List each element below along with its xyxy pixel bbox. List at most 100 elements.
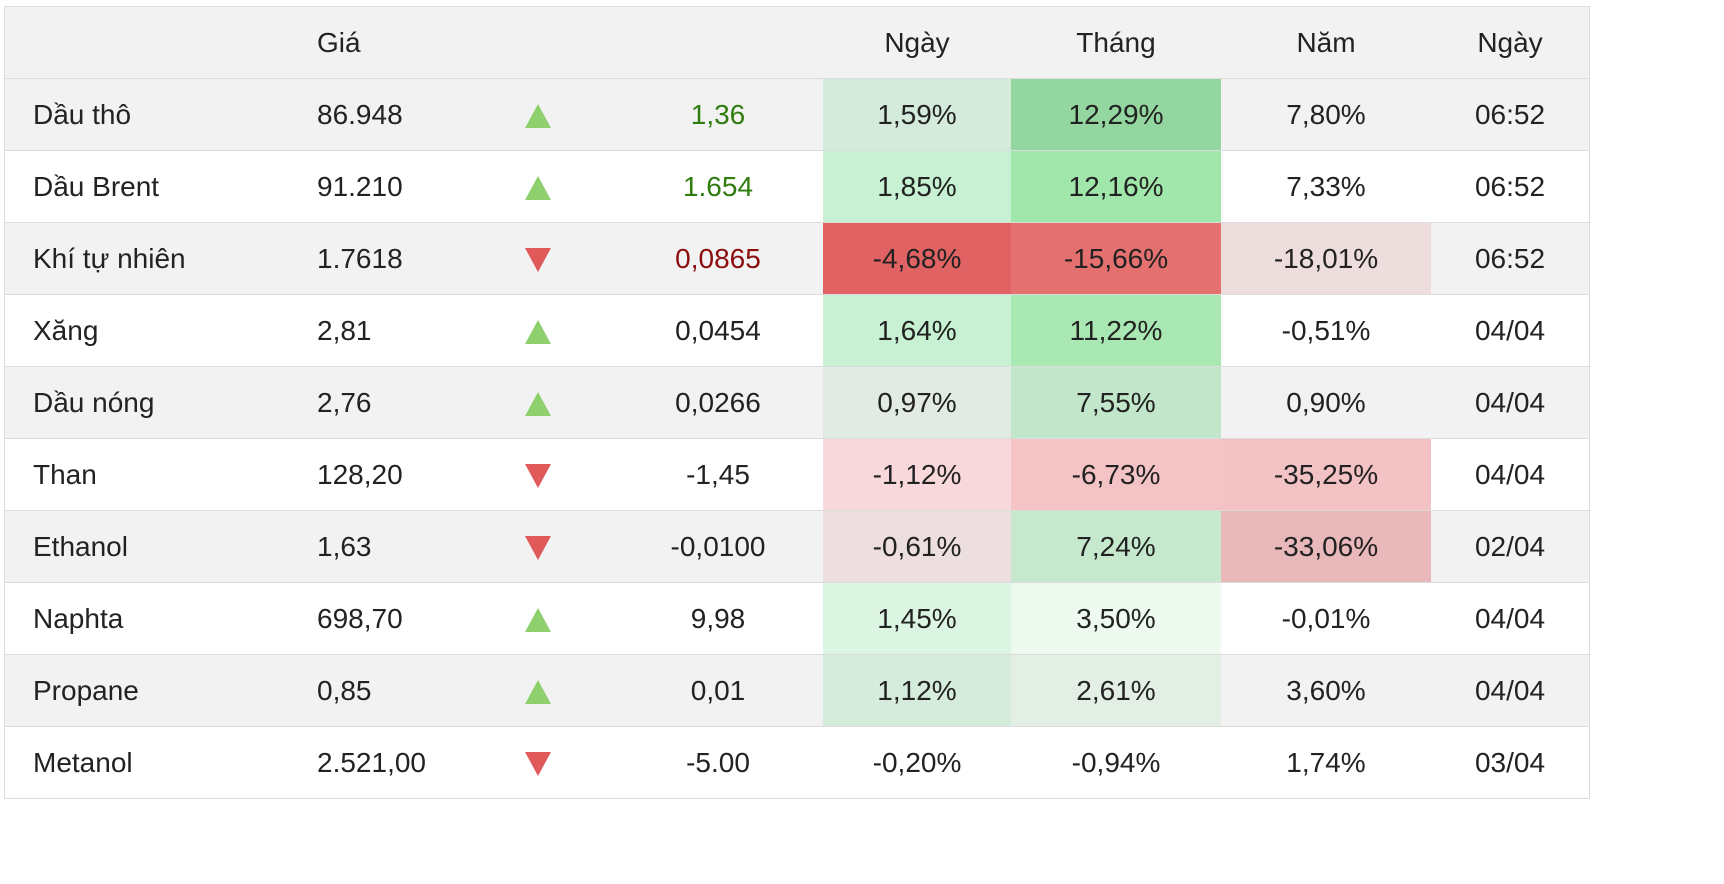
triangle-up-icon bbox=[525, 176, 551, 201]
change-cell: 1,36 bbox=[613, 78, 823, 151]
triangle-down-icon bbox=[525, 536, 551, 561]
date-cell: 04/04 bbox=[1431, 438, 1590, 511]
year-change-cell: -18,01% bbox=[1221, 222, 1431, 295]
day-change-cell: 1,59% bbox=[823, 78, 1011, 151]
month-change-cell: -15,66% bbox=[1011, 222, 1221, 295]
commodity-name[interactable]: Than bbox=[4, 438, 317, 511]
table-row[interactable]: Dầu nóng 2,76 0,0266 0,97% 7,55% 0,90% 04/04 bbox=[4, 366, 1590, 439]
direction-cell bbox=[525, 294, 613, 367]
table-row[interactable]: Naphta 698,70 9,98 1,45% 3,50% -0,01% 04/04 bbox=[4, 582, 1590, 655]
day-change-cell: 1,12% bbox=[823, 654, 1011, 727]
commodity-name[interactable]: Ethanol bbox=[4, 510, 317, 583]
change-cell: -1,45 bbox=[613, 438, 823, 511]
table-row[interactable]: Dầu Brent 91.210 1.654 1,85% 12,16% 7,33% 06:5… bbox=[4, 150, 1590, 223]
commodity-name[interactable]: Dầu nóng bbox=[4, 366, 317, 439]
triangle-up-icon bbox=[525, 680, 551, 705]
price-cell: 86.948 bbox=[317, 78, 525, 151]
date-cell: 06:52 bbox=[1431, 150, 1590, 223]
date-cell: 03/04 bbox=[1431, 726, 1590, 799]
commodity-name[interactable]: Metanol bbox=[4, 726, 317, 799]
day-change-cell: 0,97% bbox=[823, 366, 1011, 439]
change-cell: -0,0100 bbox=[613, 510, 823, 583]
price-cell: 1.7618 bbox=[317, 222, 525, 295]
change-cell: 0,01 bbox=[613, 654, 823, 727]
price-cell: 91.210 bbox=[317, 150, 525, 223]
commodity-name[interactable]: Propane bbox=[4, 654, 317, 727]
direction-cell bbox=[525, 582, 613, 655]
month-change-cell: 3,50% bbox=[1011, 582, 1221, 655]
day-change-cell: 1,45% bbox=[823, 582, 1011, 655]
day-change-cell: -1,12% bbox=[823, 438, 1011, 511]
table-row[interactable]: Metanol 2.521,00 -5.00 -0,20% -0,94% 1,74% 03/… bbox=[4, 726, 1590, 799]
table-row[interactable]: Than 128,20 -1,45 -1,12% -6,73% -35,25% 04/04 bbox=[4, 438, 1590, 511]
price-cell: 2,81 bbox=[317, 294, 525, 367]
change-cell: 1.654 bbox=[613, 150, 823, 223]
change-cell: 0,0454 bbox=[613, 294, 823, 367]
direction-cell bbox=[525, 438, 613, 511]
date-cell: 02/04 bbox=[1431, 510, 1590, 583]
day-change-cell: -0,61% bbox=[823, 510, 1011, 583]
year-change-cell: -0,51% bbox=[1221, 294, 1431, 367]
change-cell: 0,0266 bbox=[613, 366, 823, 439]
day-change-cell: -0,20% bbox=[823, 726, 1011, 799]
date-cell: 04/04 bbox=[1431, 654, 1590, 727]
triangle-up-icon bbox=[525, 320, 551, 345]
triangle-up-icon bbox=[525, 104, 551, 129]
year-change-cell: 3,60% bbox=[1221, 654, 1431, 727]
direction-cell bbox=[525, 150, 613, 223]
month-change-cell: 11,22% bbox=[1011, 294, 1221, 367]
change-cell: 9,98 bbox=[613, 582, 823, 655]
table-row[interactable]: Dầu thô 86.948 1,36 1,59% 12,29% 7,80% 06:52 bbox=[4, 78, 1590, 151]
month-change-cell: 7,55% bbox=[1011, 366, 1221, 439]
commodity-name[interactable]: Naphta bbox=[4, 582, 317, 655]
price-cell: 1,63 bbox=[317, 510, 525, 583]
day-change-cell: -4,68% bbox=[823, 222, 1011, 295]
direction-cell bbox=[525, 222, 613, 295]
year-change-cell: -35,25% bbox=[1221, 438, 1431, 511]
direction-cell bbox=[525, 510, 613, 583]
month-change-cell: 12,16% bbox=[1011, 150, 1221, 223]
date-cell: 04/04 bbox=[1431, 366, 1590, 439]
commodity-name[interactable]: Dầu Brent bbox=[4, 150, 317, 223]
date-cell: 06:52 bbox=[1431, 222, 1590, 295]
direction-cell bbox=[525, 366, 613, 439]
table-row[interactable]: Ethanol 1,63 -0,0100 -0,61% 7,24% -33,06% 02/0… bbox=[4, 510, 1590, 583]
table-header: Giá Ngày Tháng Năm Ngày bbox=[4, 6, 1590, 79]
date-cell: 04/04 bbox=[1431, 294, 1590, 367]
month-change-cell: 2,61% bbox=[1011, 654, 1221, 727]
change-cell: -5.00 bbox=[613, 726, 823, 799]
triangle-down-icon bbox=[525, 248, 551, 273]
table-row[interactable]: Khí tự nhiên 1.7618 0,0865 -4,68% -15,66% -18… bbox=[4, 222, 1590, 295]
month-change-cell: 7,24% bbox=[1011, 510, 1221, 583]
header-price: Giá bbox=[317, 6, 525, 79]
table-body: Dầu thô 86.948 1,36 1,59% 12,29% 7,80% 06:52 Dầ… bbox=[4, 78, 1590, 799]
price-cell: 2,76 bbox=[317, 366, 525, 439]
header-row: Giá Ngày Tháng Năm Ngày bbox=[4, 6, 1590, 79]
price-cell: 2.521,00 bbox=[317, 726, 525, 799]
header-change bbox=[613, 6, 823, 79]
direction-cell bbox=[525, 726, 613, 799]
triangle-up-icon bbox=[525, 392, 551, 417]
table-row[interactable]: Xăng 2,81 0,0454 1,64% 11,22% -0,51% 04/04 bbox=[4, 294, 1590, 367]
year-change-cell: 1,74% bbox=[1221, 726, 1431, 799]
header-date: Ngày bbox=[1431, 6, 1590, 79]
header-name bbox=[4, 6, 317, 79]
year-change-cell: -0,01% bbox=[1221, 582, 1431, 655]
year-change-cell: 7,80% bbox=[1221, 78, 1431, 151]
date-cell: 04/04 bbox=[1431, 582, 1590, 655]
month-change-cell: -6,73% bbox=[1011, 438, 1221, 511]
commodity-name[interactable]: Dầu thô bbox=[4, 78, 317, 151]
header-arrow bbox=[525, 6, 613, 79]
date-cell: 06:52 bbox=[1431, 78, 1590, 151]
table-row[interactable]: Propane 0,85 0,01 1,12% 2,61% 3,60% 04/04 bbox=[4, 654, 1590, 727]
change-cell: 0,0865 bbox=[613, 222, 823, 295]
commodity-quotes-table: Giá Ngày Tháng Năm Ngày Dầu thô 86.948 1,3… bbox=[4, 6, 1590, 799]
triangle-down-icon bbox=[525, 752, 551, 777]
year-change-cell: -33,06% bbox=[1221, 510, 1431, 583]
commodity-name[interactable]: Xăng bbox=[4, 294, 317, 367]
price-cell: 698,70 bbox=[317, 582, 525, 655]
triangle-up-icon bbox=[525, 608, 551, 633]
commodity-name[interactable]: Khí tự nhiên bbox=[4, 222, 317, 295]
header-month: Tháng bbox=[1011, 6, 1221, 79]
